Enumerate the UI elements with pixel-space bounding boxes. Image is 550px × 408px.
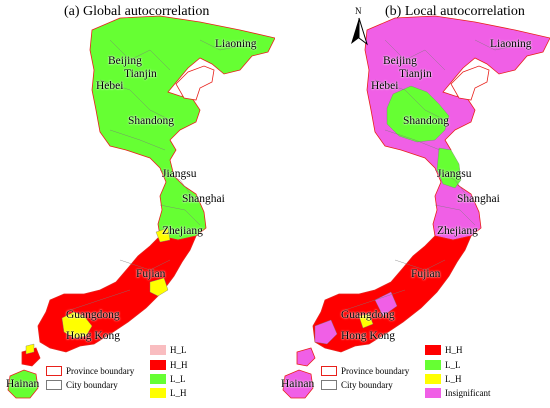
legend-label: City boundary: [66, 380, 118, 390]
map-region-hainan: [282, 369, 314, 399]
label-shanghai: Shanghai: [457, 193, 500, 205]
legend-swatch: [425, 388, 441, 398]
local-map: [282, 15, 550, 399]
map-region-north: [89, 15, 275, 241]
legend-class-lh: L_H: [425, 374, 462, 384]
north-arrow-icon: [351, 17, 368, 46]
map-patch-lh-4: [25, 343, 35, 355]
label-jiangsu: Jiangsu: [162, 168, 197, 180]
legend-label: Province boundary: [341, 366, 410, 376]
label-zhejiang: Zhejiang: [437, 225, 478, 237]
legend-label: H_H: [170, 360, 188, 370]
legend-label: City boundary: [341, 380, 393, 390]
legend-city-boundary: City boundary: [46, 380, 118, 390]
legend-label: H_L: [170, 345, 187, 355]
legend-class-hh: H_H: [150, 360, 188, 370]
label-hainan: Hainan: [281, 378, 315, 390]
legend-swatch: [46, 380, 62, 390]
panel-title: (a) Global autocorrelation: [64, 4, 210, 19]
legend-swatch: [150, 360, 166, 370]
legend-label: Insignificant: [445, 388, 491, 398]
legend-swatch: [150, 388, 166, 398]
legend-swatch: [425, 345, 441, 355]
map-city-boundaries: [344, 39, 526, 311]
map-region-hainan: [7, 369, 39, 399]
legend-class-hl: H_L: [150, 345, 187, 355]
label-fujian: Fujian: [136, 268, 166, 280]
legend-class-insignificant: Insignificant: [425, 388, 491, 398]
label-hongkong: Hong Kong: [341, 330, 395, 342]
legend-label: L_H: [445, 374, 462, 384]
north-arrow: N: [349, 6, 369, 46]
legend-label: L_H: [170, 388, 187, 398]
label-hongkong: Hong Kong: [66, 330, 120, 342]
label-fujian: Fujian: [411, 268, 441, 280]
label-hebei: Hebei: [371, 80, 399, 92]
label-zhejiang: Zhejiang: [162, 225, 203, 237]
label-tianjin: Tianjin: [399, 68, 432, 80]
legend-swatch: [425, 360, 441, 370]
label-shandong: Shandong: [403, 115, 449, 127]
legend-class-lh: L_H: [150, 388, 187, 398]
legend-label: L_L: [445, 360, 461, 370]
label-tianjin: Tianjin: [124, 68, 157, 80]
legend-swatch: [150, 345, 166, 355]
map-patch-insignificant-south: [314, 319, 338, 345]
legend-label: L_L: [170, 374, 186, 384]
legend-class-ll: L_L: [425, 360, 461, 370]
map-patch-lh: [358, 313, 374, 329]
map-region-peninsula: [296, 347, 316, 367]
label-guangdong: Guangdong: [341, 309, 395, 321]
legend-label: Province boundary: [66, 366, 135, 376]
label-hebei: Hebei: [96, 80, 124, 92]
label-hainan: Hainan: [6, 378, 40, 390]
global-autocorrelation-panel: (a) Global autocorrelation Liaoning Beij…: [6, 4, 275, 399]
label-guangdong: Guangdong: [66, 309, 120, 321]
legend-swatch: [321, 380, 337, 390]
panel-title: (b) Local autocorrelation: [385, 4, 525, 19]
legend-class-ll: L_L: [150, 374, 186, 384]
map-patch-lh-2: [149, 277, 169, 297]
map-patch-lh-3: [61, 311, 93, 339]
map-bohai-sea: [450, 65, 490, 101]
label-beijing: Beijing: [108, 55, 142, 67]
label-shanghai: Shanghai: [182, 193, 225, 205]
map-patch-lh-1: [155, 227, 171, 243]
map-patch-ll-shandong: [386, 85, 450, 143]
legend-swatch: [321, 366, 337, 376]
legend-province-boundary: Province boundary: [46, 366, 134, 376]
local-autocorrelation-panel: N (b) Local autocorrelation Liaoning Bei…: [275, 0, 550, 408]
legend-class-hh: H_H: [425, 345, 463, 355]
legend-swatch: [46, 366, 62, 376]
legend-swatch: [425, 374, 441, 384]
legend-province-boundary: Province boundary: [321, 366, 409, 376]
label-liaoning: Liaoning: [490, 38, 532, 50]
legend-swatch: [150, 374, 166, 384]
north-label: N: [355, 6, 362, 16]
map-city-boundaries: [69, 39, 251, 311]
global-map: [7, 15, 275, 399]
label-jiangsu: Jiangsu: [437, 168, 472, 180]
legend-city-boundary: City boundary: [321, 380, 393, 390]
label-liaoning: Liaoning: [215, 38, 257, 50]
label-beijing: Beijing: [383, 55, 417, 67]
legend-label: H_H: [445, 345, 463, 355]
label-shandong: Shandong: [128, 115, 174, 127]
map-bohai-sea: [175, 65, 215, 101]
